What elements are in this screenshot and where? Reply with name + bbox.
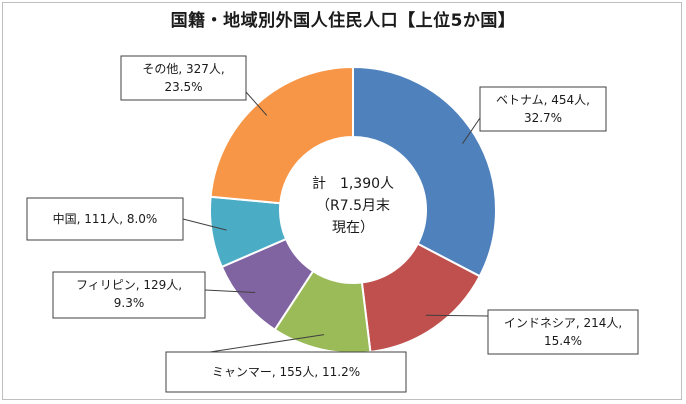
data-label-1-line-1: ベトナム, 454人, [496,93,590,107]
data-label-2-line-2: 15.4% [544,334,582,348]
data-label-2-line-1: インドネシア, 214人, [504,316,622,330]
leader-line-3 [209,334,325,353]
chart-title: 国籍・地域別外国人住民人口【上位5か国】 [170,11,516,31]
leader-line-6 [245,91,268,116]
data-label-box-4 [52,271,206,319]
slice-6 [209,65,354,205]
data-label-5-line-1: 中国, 111人, 8.0% [53,211,158,226]
data-label-4-line-1: フィリピン, 129人, [76,278,182,292]
data-label-3-line-1: ミャンマー, 155人, 11.2% [212,365,360,379]
center-date-line: （R7.5月末 [316,198,390,214]
leader-line-2 [425,314,489,317]
data-label-box-1 [479,86,607,132]
data-label-box-6 [120,55,247,101]
center-date-line2: 現在） [332,220,374,236]
data-label-box-2 [487,309,639,355]
center-total-label: 計 1,390人 [312,176,394,192]
data-label-1-line-2: 32.7% [524,111,562,125]
data-label-box-5 [26,197,184,241]
data-label-4-line-2: 9.3% [114,296,145,310]
leader-line-4 [204,289,256,294]
data-label-6-line-2: 23.5% [164,80,202,94]
leader-line-1 [462,117,481,144]
data-label-box-3 [165,351,407,393]
data-label-6-line-1: その他, 327人, [142,62,224,76]
slice-1 [352,65,497,278]
leader-line-5 [182,218,227,231]
center-total-prefix: 計 [312,176,326,192]
center-total-value: 1,390人 [340,176,394,192]
